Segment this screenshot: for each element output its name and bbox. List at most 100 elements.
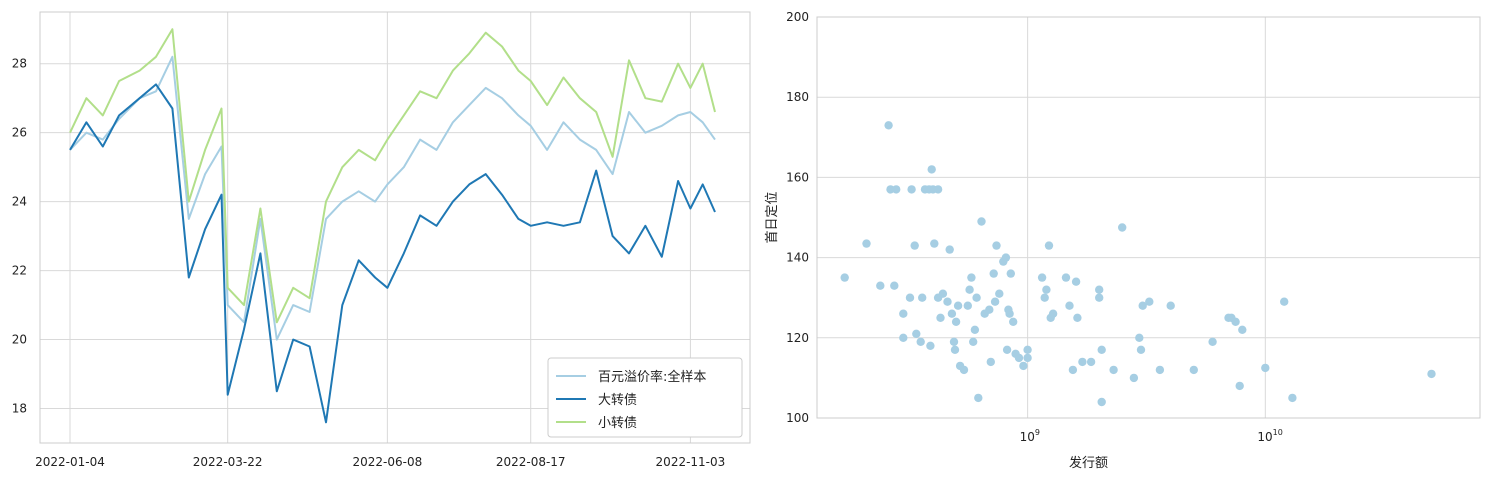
scatter-point — [1095, 293, 1104, 302]
scatter-point — [912, 329, 921, 338]
y-tick-label: 20 — [12, 333, 27, 347]
y-tick-label: 22 — [12, 264, 27, 278]
scatter-point — [965, 285, 974, 294]
y-tick-label: 26 — [12, 126, 27, 140]
x-tick-label: 2022-03-22 — [193, 455, 263, 469]
y-tick-label: 100 — [786, 411, 809, 425]
series-line-3 — [69, 28, 716, 324]
scatter-point — [963, 301, 972, 310]
scatter-point — [974, 393, 983, 403]
scatter-point — [1129, 373, 1139, 383]
scatter-point — [990, 297, 1000, 306]
scatter-point — [890, 281, 899, 290]
scatter-point — [930, 239, 939, 248]
scatter-point — [876, 281, 885, 290]
scatter-point — [989, 269, 998, 278]
x-tick-label: 1010 — [1257, 428, 1282, 444]
y-axis-label: 首日定位 — [765, 191, 780, 243]
scatter-point — [1009, 317, 1018, 326]
scatter-point — [1155, 365, 1165, 375]
y-tick-label: 160 — [786, 170, 809, 184]
plot-frame — [39, 11, 751, 444]
scatter-point — [918, 293, 927, 302]
x-tick-label: 109 — [1020, 428, 1040, 444]
scatter-point — [899, 309, 908, 318]
scatter-point — [892, 185, 901, 194]
scatter-point — [1109, 365, 1118, 375]
scatter-point — [972, 293, 981, 302]
scatter-point — [950, 345, 960, 354]
x-tick-label: 2022-01-04 — [35, 455, 105, 469]
scatter-point — [1073, 313, 1082, 322]
scatter-point — [1068, 365, 1078, 375]
scatter-point — [986, 357, 995, 367]
scatter-point — [949, 337, 959, 346]
scatter-point — [970, 325, 980, 334]
series-line-2 — [69, 83, 716, 424]
scatter-point — [899, 333, 908, 342]
scatter-point — [938, 289, 948, 298]
scatter-point — [969, 337, 978, 346]
scatter-point — [1189, 365, 1198, 375]
scatter-point — [1118, 223, 1127, 232]
scatter-point — [1061, 273, 1071, 282]
scatter-point — [1280, 297, 1289, 306]
scatter-point — [1138, 301, 1147, 310]
scatter-point — [1086, 357, 1096, 367]
scatter-point — [1065, 301, 1074, 310]
scatter-point — [1231, 317, 1240, 326]
scatter-point — [927, 165, 936, 174]
y-tick-label: 24 — [12, 195, 27, 209]
scatter-point — [1095, 285, 1104, 294]
scatter-point — [910, 241, 919, 250]
x-tick-label: 2022-11-03 — [656, 455, 726, 469]
scatter-point — [947, 309, 957, 318]
scatter-point — [1078, 357, 1087, 367]
scatter-point — [943, 297, 952, 306]
scatter-point — [1235, 381, 1244, 391]
line-chart: 18 20 22 24 26 28 2022-01-04 2022-03-22 2022-06-… — [12, 11, 751, 469]
scatter-point — [1208, 337, 1217, 346]
scatter-point — [1097, 397, 1106, 407]
legend-box — [547, 357, 743, 438]
scatter-point — [1048, 309, 1058, 318]
series-line-1 — [69, 55, 716, 341]
scatter-point — [884, 121, 893, 130]
legend-label: 大转债 — [598, 393, 637, 408]
scatter-point — [1037, 273, 1047, 282]
scatter-point — [992, 241, 1001, 250]
scatter-point — [985, 305, 994, 314]
scatter-point — [1023, 345, 1032, 354]
scatter-point — [1002, 345, 1012, 354]
scatter-point — [916, 337, 925, 346]
legend-label: 小转债 — [598, 416, 637, 431]
scatter-point — [1135, 333, 1144, 342]
scatter-point — [959, 365, 969, 375]
scatter-point — [1014, 353, 1024, 363]
scatter-point — [1023, 353, 1032, 363]
y-tick-label: 200 — [786, 10, 809, 24]
scatter-point — [905, 293, 915, 302]
scatter-point — [1071, 277, 1081, 286]
y-tick-label: 120 — [786, 331, 809, 345]
scatter-point — [1006, 269, 1015, 278]
scatter-point — [1001, 253, 1011, 262]
y-tick-label: 28 — [12, 57, 27, 71]
y-tick-label: 180 — [786, 90, 809, 104]
scatter-point — [1238, 325, 1247, 334]
scatter-point — [1136, 345, 1146, 354]
scatter-point — [1097, 345, 1106, 354]
scatter-point — [907, 185, 916, 194]
scatter-point — [1044, 241, 1054, 250]
x-axis-label: 发行额 — [1069, 455, 1108, 471]
scatter-point — [862, 239, 871, 248]
y-tick-label: 18 — [12, 402, 27, 416]
scatter-point — [1019, 361, 1028, 371]
scatter-point — [967, 273, 976, 282]
scatter-point — [1005, 309, 1014, 318]
scatter-point — [977, 217, 986, 226]
scatter-point — [951, 317, 961, 326]
scatter-point — [953, 301, 963, 310]
y-tick-label: 140 — [786, 251, 809, 265]
